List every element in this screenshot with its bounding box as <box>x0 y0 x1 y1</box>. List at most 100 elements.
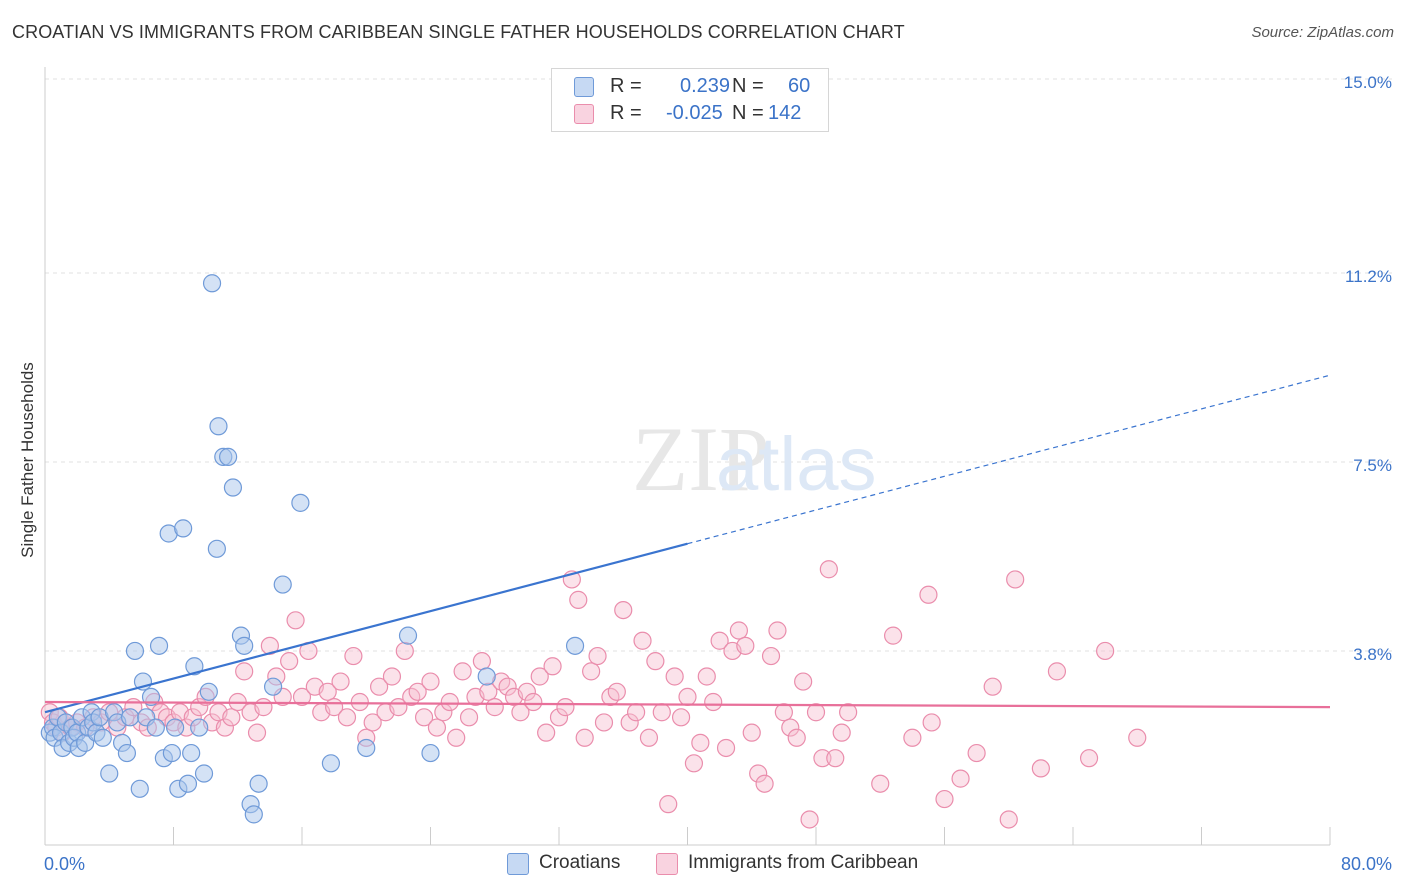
caribbean-point <box>671 708 691 727</box>
croatian-point <box>178 774 198 793</box>
x-tick-label: 0.0% <box>44 854 85 874</box>
caribbean-point <box>614 600 633 620</box>
caribbean-point <box>344 646 363 666</box>
croatian-point <box>93 728 112 747</box>
legend-r-value: 0.239 <box>680 75 731 97</box>
caribbean-point <box>447 728 466 747</box>
croatian-point <box>130 779 149 798</box>
legend-n-value: 142 <box>768 102 802 124</box>
caribbean-trend-line <box>44 700 1331 709</box>
croatian-point <box>117 743 137 763</box>
croatian-point <box>166 718 185 737</box>
caribbean-point <box>697 667 716 686</box>
legend-r-value: -0.025 <box>666 102 723 124</box>
caribbean-point <box>549 708 569 727</box>
caribbean-point <box>768 621 787 640</box>
legend-n-label: N = <box>732 75 764 97</box>
y-tick-label: 11.2% <box>1345 267 1392 286</box>
caribbean-point <box>543 657 562 676</box>
caribbean-point <box>530 667 549 686</box>
caribbean-point <box>919 585 938 604</box>
croatian-point <box>182 743 201 763</box>
croatian-point <box>194 764 214 783</box>
legend-r-label: R = <box>610 102 642 124</box>
trend-lines <box>44 374 1331 714</box>
caribbean-point <box>569 590 588 609</box>
caribbean-point <box>582 662 601 681</box>
croatian-point <box>146 718 165 737</box>
caribbean-point <box>485 698 504 717</box>
caribbean-point <box>607 682 626 701</box>
caribbean-point <box>337 708 357 727</box>
caribbean-point <box>286 611 305 630</box>
caribbean-point <box>247 723 267 742</box>
croatian-point <box>121 708 140 727</box>
croatian-point <box>199 682 218 701</box>
y-tick-label: 15.0% <box>1344 73 1392 92</box>
croatians-legend-label: Croatians <box>539 852 621 873</box>
croatian-points <box>40 274 585 824</box>
caribbean-point <box>652 703 671 722</box>
chart-title: CROATIAN VS IMMIGRANTS FROM CARIBBEAN SI… <box>12 22 905 42</box>
caribbean-point <box>819 560 838 579</box>
caribbean-point <box>665 667 684 686</box>
watermark-zip: ZIP <box>632 408 770 510</box>
caribbean-point <box>215 718 234 737</box>
caribbean-point <box>639 728 659 747</box>
caribbean-points <box>40 560 1147 829</box>
croatian-point <box>421 743 440 763</box>
caribbean-point <box>292 687 312 707</box>
croatian-point <box>477 667 496 686</box>
caribbean-point <box>594 713 614 732</box>
caribbean-point <box>781 718 800 737</box>
caribbean-point <box>588 646 607 666</box>
caribbean-point <box>414 708 434 727</box>
y-tick-label: 7.5% <box>1353 456 1392 475</box>
caribbean-point <box>1006 570 1025 589</box>
caribbean-point <box>794 672 813 691</box>
croatian-point <box>273 575 292 594</box>
caribbean-point <box>280 652 299 671</box>
caribbean-point <box>363 713 382 732</box>
caribbean-point <box>537 723 556 742</box>
caribbean-point <box>556 698 575 717</box>
caribbean-point <box>839 703 858 722</box>
croatian-point <box>202 274 222 293</box>
caribbean-point <box>749 764 768 783</box>
croatian-point <box>398 626 418 645</box>
croatian-point <box>209 417 228 436</box>
caribbean-point <box>517 682 536 701</box>
caribbean-point <box>755 774 774 793</box>
gridlines <box>45 78 1392 652</box>
caribbean-point <box>813 749 832 768</box>
correlation-legend: R = 0.239 N = 60 R = -0.025 N = 142 <box>551 68 829 132</box>
caribbean-point <box>498 677 517 696</box>
croatian-point <box>223 478 243 497</box>
croatian-point <box>174 519 193 538</box>
caribbean-point <box>659 795 678 814</box>
caribbean-point <box>421 672 440 691</box>
caribbean-point <box>1096 641 1115 661</box>
caribbean-point <box>800 810 819 829</box>
legend-r-label: R = <box>610 75 642 97</box>
caribbean-point <box>736 636 755 655</box>
caribbean-point <box>684 754 704 773</box>
croatian-point <box>190 718 209 737</box>
croatian-point <box>249 774 268 793</box>
croatian-point <box>291 493 310 512</box>
caribbean-point <box>951 769 970 788</box>
caribbean-point <box>440 692 459 712</box>
caribbean-point <box>761 646 781 666</box>
caribbean-point <box>318 682 337 701</box>
caribbean-point <box>331 672 350 691</box>
croatian-point <box>162 743 181 763</box>
caribbean-point <box>903 728 922 747</box>
axes <box>44 67 1331 846</box>
caribbean-point <box>235 662 254 681</box>
legend-n-value: 60 <box>788 75 811 97</box>
caribbean-point <box>729 621 749 640</box>
caribbean-point <box>967 743 986 763</box>
caribbean-point <box>787 728 806 747</box>
caribbean-point <box>871 774 890 793</box>
croatian-point <box>235 636 254 655</box>
